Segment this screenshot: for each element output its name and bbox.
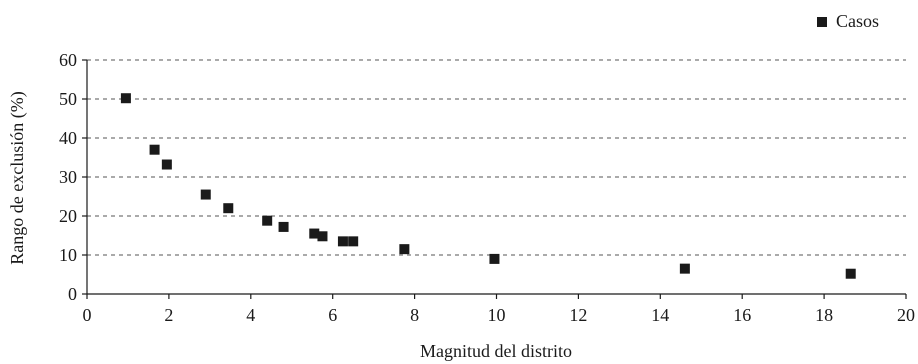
- gridlines: [87, 59, 906, 256]
- data-points: [120, 93, 856, 279]
- data-point: [317, 231, 328, 242]
- x-axis-title: Magnitud del distrito: [420, 341, 572, 361]
- y-tick-label: 40: [59, 128, 77, 148]
- data-point: [399, 244, 410, 255]
- data-point: [348, 236, 359, 247]
- data-point: [200, 189, 211, 200]
- legend-marker: [817, 17, 827, 27]
- y-tick-label: 0: [68, 284, 77, 304]
- data-point: [489, 253, 500, 264]
- x-tick-label: 18: [815, 305, 833, 325]
- x-tick-label: 2: [164, 305, 173, 325]
- legend: Casos: [817, 11, 879, 31]
- x-tick-label: 10: [488, 305, 506, 325]
- data-point: [262, 215, 273, 226]
- data-point: [161, 159, 172, 170]
- y-tick-label: 30: [59, 167, 77, 187]
- data-point: [278, 221, 289, 232]
- x-tick-label: 0: [83, 305, 92, 325]
- y-tick-label: 20: [59, 206, 77, 226]
- data-point: [120, 93, 131, 104]
- y-tick-label: 10: [59, 245, 77, 265]
- x-tick-label: 4: [246, 305, 255, 325]
- x-tick-label: 8: [410, 305, 419, 325]
- x-tick-label: 14: [651, 305, 669, 325]
- y-tick-label: 60: [59, 50, 77, 70]
- data-point: [309, 228, 320, 239]
- data-point: [679, 263, 690, 274]
- data-point: [845, 268, 856, 279]
- legend-label: Casos: [836, 11, 879, 31]
- data-point: [223, 203, 234, 214]
- data-point: [337, 236, 348, 247]
- y-axis-title: Rango de exclusión (%): [7, 91, 28, 264]
- x-tick-label: 20: [897, 305, 915, 325]
- x-tick-label: 16: [733, 305, 751, 325]
- x-tick-label: 6: [328, 305, 337, 325]
- axes: [82, 59, 907, 299]
- y-tick-label: 50: [59, 89, 77, 109]
- data-point: [149, 144, 160, 155]
- x-tick-label: 12: [569, 305, 587, 325]
- tick-labels: 0 10 20 30 40 50 60 0 2 4 6 8 10 12 14 16 18 20: [59, 50, 915, 325]
